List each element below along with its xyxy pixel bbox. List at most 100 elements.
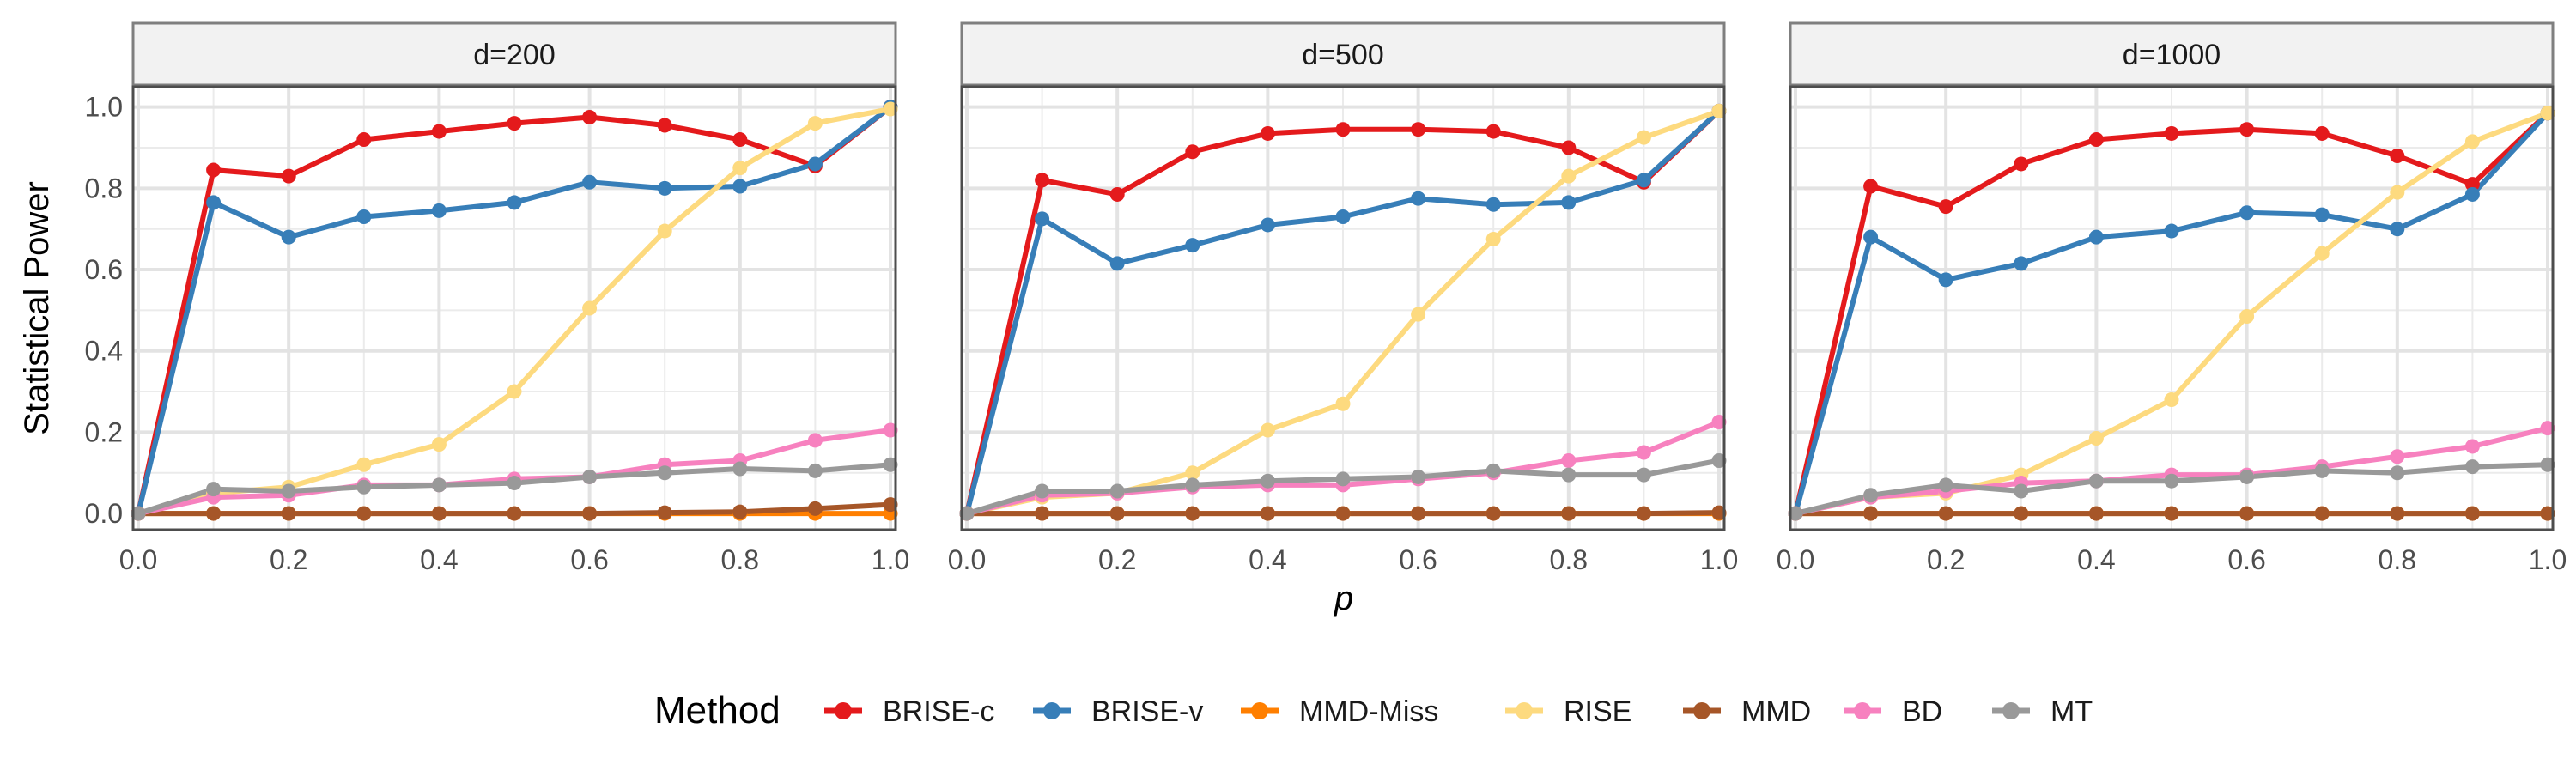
data-point-brise-c: [2014, 156, 2029, 172]
legend: Method BRISE-c BRISE-v MMD-Miss RISE MMD BD MT: [654, 689, 2093, 731]
data-point-mmd: [1260, 506, 1275, 521]
data-point-brise-v: [1938, 272, 1953, 288]
x-tick-label: 0.6: [2227, 544, 2265, 575]
data-point-rise: [1636, 130, 1651, 145]
panel-border: [1789, 85, 2555, 531]
x-tick-label: 0.6: [1399, 544, 1437, 575]
data-point-bd: [1711, 415, 1727, 430]
data-point-mmd: [1335, 506, 1351, 521]
data-point-mt: [1711, 453, 1727, 469]
data-point-rise: [1335, 396, 1351, 411]
legend-key-point: [1516, 702, 1533, 719]
data-point-brise-v: [2390, 222, 2405, 237]
data-point-brise-v: [1561, 195, 1577, 210]
data-point-mt: [807, 463, 823, 478]
data-point-mmd: [2239, 506, 2255, 521]
data-point-brise-c: [2088, 132, 2104, 148]
data-point-bd: [1561, 453, 1577, 469]
data-point-mt: [582, 469, 598, 484]
x-tick-label: 0.6: [570, 544, 608, 575]
data-point-brise-c: [1485, 124, 1501, 139]
data-point-mt: [732, 461, 748, 477]
data-point-mt: [1485, 463, 1501, 478]
data-point-mmd: [582, 506, 598, 521]
legend-title: Method: [654, 689, 781, 731]
y-tick-label: 0.2: [85, 416, 123, 447]
data-point-mmd: [1109, 506, 1125, 521]
x-tick-label: 0.0: [1777, 544, 1814, 575]
legend-label: MMD-Miss: [1299, 695, 1438, 728]
series-group: [1788, 106, 2555, 521]
data-point-mmd: [2088, 506, 2104, 521]
data-point-mt: [2088, 473, 2104, 489]
data-point-mt: [2390, 465, 2405, 481]
data-point-brise-c: [281, 168, 296, 184]
data-point-rise: [2088, 430, 2104, 446]
x-tick-label: 0.0: [948, 544, 986, 575]
data-point-brise-v: [2164, 223, 2179, 239]
data-point-mt: [431, 477, 447, 493]
data-point-mmd: [732, 504, 748, 519]
data-point-rise: [2239, 308, 2255, 324]
legend-key-point: [1043, 702, 1060, 719]
facet-panel: d=200 0.0 0.2 0.4 0.6 0.8 1.0 0.0 0.2 0.4 0.6 0.8 1.…: [85, 21, 909, 575]
y-tick-label: 1.0: [85, 92, 123, 123]
x-tick-label: 0.2: [1098, 544, 1136, 575]
data-point-brise-c: [2239, 122, 2255, 137]
data-point-rise: [2540, 106, 2555, 121]
data-point-brise-v: [657, 180, 672, 196]
data-point-mmd: [2464, 506, 2480, 521]
data-point-rise: [1260, 422, 1275, 438]
data-point-brise-v: [1863, 229, 1879, 245]
data-point-mt: [657, 465, 672, 481]
data-point-brise-v: [431, 203, 447, 218]
data-point-brise-c: [2314, 125, 2330, 141]
data-point-mt: [2540, 457, 2555, 472]
facet-panels: d=200 0.0 0.2 0.4 0.6 0.8 1.0 0.0 0.2 0.4 0.6 0.8 1.…: [85, 21, 2567, 575]
data-point-mmd: [2390, 506, 2405, 521]
legend-label: RISE: [1564, 695, 1631, 728]
panel-border: [960, 85, 1726, 531]
data-point-mmd: [1411, 506, 1426, 521]
data-point-brise-v: [1411, 191, 1426, 206]
data-point-rise: [657, 223, 672, 239]
data-point-mmd: [1185, 506, 1200, 521]
data-point-mt: [356, 479, 372, 495]
legend-label: BRISE-c: [883, 695, 994, 728]
facet-strip: [131, 21, 897, 87]
data-point-mmd: [1711, 505, 1727, 520]
data-point-brise-v: [281, 229, 296, 245]
data-point-rise: [1411, 307, 1426, 322]
data-point-mt: [206, 482, 222, 497]
data-point-brise-v: [2014, 256, 2029, 271]
data-point-brise-c: [1035, 173, 1050, 188]
data-point-brise-c: [356, 132, 372, 148]
data-point-rise: [732, 161, 748, 176]
y-tick-label: 0.6: [85, 254, 123, 285]
y-axis-title: Statistical Power: [18, 181, 56, 435]
data-point-brise-c: [2164, 125, 2179, 141]
data-point-mt: [507, 476, 522, 491]
x-axis-title: p: [1334, 580, 1353, 617]
facet-label: d=500: [1302, 39, 1384, 71]
data-point-brise-v: [1636, 173, 1651, 188]
data-point-mt: [1109, 483, 1125, 499]
data-point-mt: [2164, 473, 2179, 489]
data-point-rise: [1711, 103, 1727, 118]
facet-panel: d=1000 0.0 0.2 0.4 0.6 0.8 1.0: [1777, 21, 2567, 575]
data-point-brise-c: [1561, 140, 1577, 155]
data-point-brise-v: [2464, 186, 2480, 202]
data-point-brise-c: [1411, 122, 1426, 137]
data-point-rise: [1485, 232, 1501, 247]
data-point-mt: [2239, 469, 2255, 484]
data-point-rise: [2314, 246, 2330, 261]
data-point-brise-c: [2464, 177, 2480, 192]
data-point-mmd: [2314, 506, 2330, 521]
series-group: [959, 103, 1727, 521]
data-point-mmd: [1636, 506, 1651, 521]
data-point-mt: [1035, 483, 1050, 499]
data-point-mt: [1335, 471, 1351, 487]
data-point-mt: [1636, 467, 1651, 483]
